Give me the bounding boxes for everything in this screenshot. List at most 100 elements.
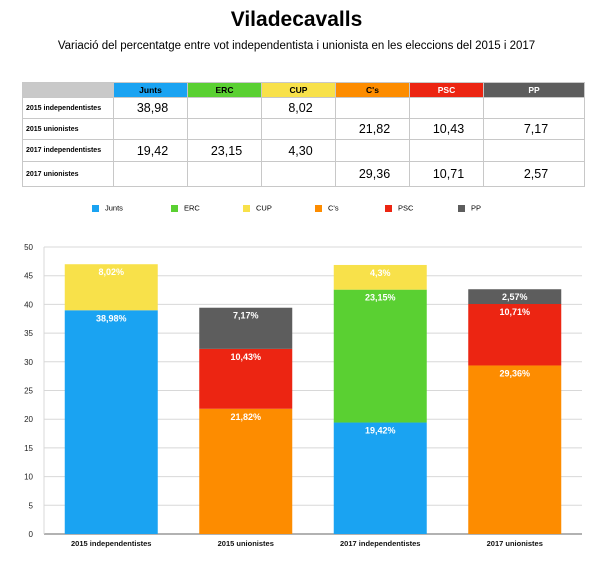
- bar-segment: [468, 303, 562, 366]
- table-row: 2015 independentistes 38,98 8,02: [22, 97, 585, 119]
- y-tick-label: 40: [24, 300, 33, 309]
- table-row: 2015 unionistes 21,82 10,43 7,17: [22, 118, 585, 140]
- bar-segment: [468, 289, 562, 304]
- legend-item-cs: C's: [315, 203, 339, 213]
- table-header-row: Junts ERC CUP C's PSC PP: [22, 82, 585, 98]
- table-cell: [113, 161, 188, 187]
- y-tick-label: 30: [24, 358, 33, 367]
- table-cell: [261, 161, 336, 187]
- table-header-erc: ERC: [187, 82, 262, 98]
- data-label: 10,43%: [230, 352, 261, 362]
- y-tick-label: 5: [29, 501, 34, 510]
- bar-segment: [468, 365, 562, 534]
- y-tick-label: 50: [24, 243, 33, 252]
- data-label: 29,36%: [499, 368, 530, 378]
- legend-swatch: [385, 204, 392, 212]
- bar-segment: [333, 264, 427, 290]
- table-cell: [483, 139, 585, 162]
- chart-title: Viladecavalls: [230, 8, 363, 31]
- bar-segment: [333, 422, 427, 534]
- table-cell: [187, 118, 262, 140]
- table-row-label: 2015 unionistes: [22, 118, 114, 140]
- table-cell: [187, 161, 262, 187]
- table-row: 2017 independentistes 19,42 23,15 4,30: [22, 139, 585, 162]
- legend-swatch: [171, 204, 178, 212]
- table-cell: 7,17: [483, 118, 585, 140]
- x-tick-label: 2017 unionistes: [487, 539, 543, 548]
- legend-swatch: [243, 204, 250, 212]
- table-cell: [113, 118, 188, 140]
- table-cell: 19,42: [113, 139, 188, 162]
- table-cell: 23,15: [187, 139, 262, 162]
- table-cell: 10,43: [409, 118, 484, 140]
- data-label: 10,71%: [499, 307, 530, 317]
- legend-item-psc: PSC: [385, 203, 413, 213]
- table-cell: [335, 97, 410, 119]
- table-header-cs: C's: [335, 82, 410, 98]
- chart-legend: Junts ERC CUP C's PSC PP: [0, 203, 593, 215]
- data-label: 38,98%: [96, 313, 127, 323]
- legend-swatch: [92, 204, 99, 212]
- data-label: 4,3%: [370, 268, 391, 278]
- bar-segment: [199, 307, 293, 349]
- legend-label: ERC: [184, 203, 200, 213]
- bar-segment: [199, 348, 293, 409]
- legend-swatch: [315, 204, 322, 212]
- table-row-label: 2017 independentistes: [22, 139, 114, 162]
- legend-label: Junts: [105, 203, 123, 213]
- y-tick-label: 15: [24, 444, 33, 453]
- legend-item-cup: CUP: [243, 203, 272, 213]
- legend-label: PP: [471, 203, 482, 213]
- chart-subtitle: Variació del percentatge entre vot indep…: [57, 40, 536, 52]
- data-label: 19,42%: [365, 426, 396, 436]
- y-tick-label: 45: [24, 272, 33, 281]
- table-row: 2017 unionistes 29,36 10,71 2,57: [22, 161, 585, 187]
- table-corner-cell: [22, 82, 114, 98]
- table-cell: [409, 139, 484, 162]
- table-cell: 38,98: [113, 97, 188, 119]
- stacked-bar-chart: 0 5 10 15 20 25 30 35 40 45 50 38,98% 8,02% 2015 inde…: [24, 243, 582, 548]
- data-label: 8,02%: [98, 267, 124, 277]
- legend-label: PSC: [398, 203, 414, 213]
- table-cell: [483, 97, 585, 119]
- y-tick-label: 35: [24, 329, 33, 338]
- table-header-psc: PSC: [409, 82, 484, 98]
- table-cell: 21,82: [335, 118, 410, 140]
- table-header-pp: PP: [483, 82, 585, 98]
- table-header-cup: CUP: [261, 82, 336, 98]
- data-label: 21,82%: [230, 412, 261, 422]
- legend-label: CUP: [256, 203, 272, 213]
- legend-item-junts: Junts: [92, 203, 123, 213]
- table-cell: [187, 97, 262, 119]
- table-cell: 2,57: [483, 161, 585, 187]
- bar-segment: [64, 310, 158, 534]
- data-label: 23,15%: [365, 293, 396, 303]
- y-tick-label: 0: [29, 530, 34, 539]
- table-cell: [409, 97, 484, 119]
- table-row-label: 2017 unionistes: [22, 161, 114, 187]
- legend-label: C's: [328, 203, 339, 213]
- x-tick-label: 2015 independentistes: [71, 539, 151, 548]
- legend-item-erc: ERC: [171, 203, 200, 213]
- data-label: 7,17%: [233, 311, 259, 321]
- table-row-label: 2015 independentistes: [22, 97, 114, 119]
- x-tick-label: 2015 unionistes: [218, 539, 274, 548]
- table-cell: [335, 139, 410, 162]
- table-cell: 29,36: [335, 161, 410, 187]
- table-cell: 10,71: [409, 161, 484, 187]
- bar-segment: [64, 264, 158, 311]
- y-tick-label: 10: [24, 473, 33, 482]
- table-cell: 8,02: [261, 97, 336, 119]
- data-table: Junts ERC CUP C's PSC PP 2015 independen…: [22, 82, 585, 187]
- x-tick-label: 2017 independentistes: [340, 539, 420, 548]
- bar-segment: [333, 289, 427, 423]
- legend-item-pp: PP: [458, 203, 481, 213]
- y-tick-label: 25: [24, 387, 33, 396]
- y-tick-label: 20: [24, 415, 33, 424]
- table-header-junts: Junts: [113, 82, 188, 98]
- table-cell: 4,30: [261, 139, 336, 162]
- bar-segment: [199, 408, 293, 534]
- legend-swatch: [458, 204, 465, 212]
- data-label: 2,57%: [502, 292, 528, 302]
- table-cell: [261, 118, 336, 140]
